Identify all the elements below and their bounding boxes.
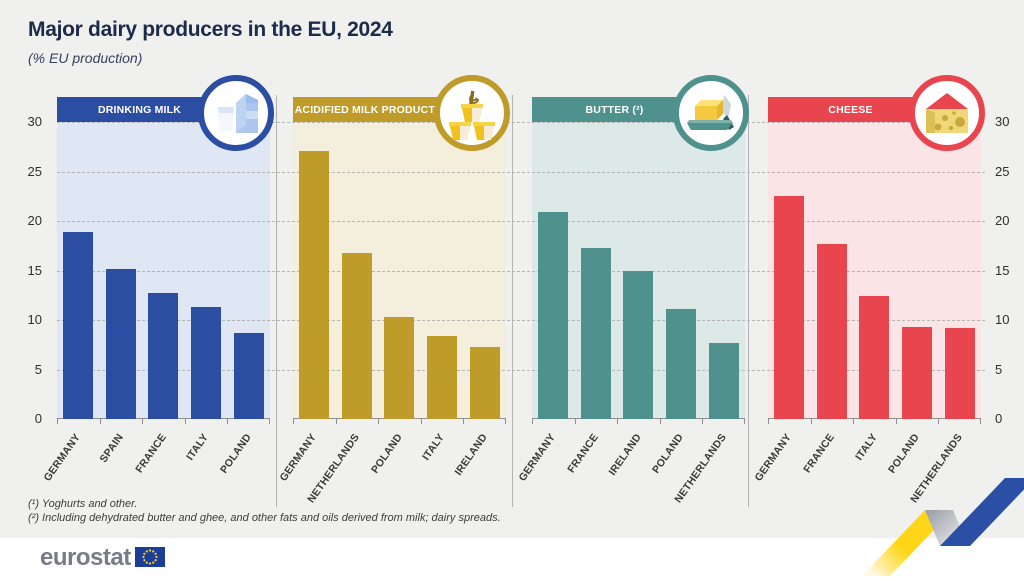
- axis-tick: [185, 419, 186, 424]
- y-axis-label: 25: [995, 163, 1010, 179]
- y-axis-label: 0: [34, 411, 42, 426]
- axis-tick: [896, 419, 897, 424]
- axis-tick: [811, 419, 812, 424]
- y-axis-label: 0: [995, 411, 1003, 426]
- x-axis-labels: GERMANY FRANCE ITALY POLAND NETHERLANDS: [753, 419, 981, 507]
- bar-ireland: [469, 347, 500, 419]
- axis-tick: [532, 419, 533, 424]
- y-axis-label: 20: [995, 213, 1010, 228]
- x-axis-labels: GERMANY FRANCE IRELAND POLAND NETHERLANDS: [517, 419, 745, 507]
- axis-tick: [980, 419, 981, 424]
- panel-separator: [512, 95, 513, 507]
- axis-tick: [702, 419, 703, 424]
- bar-italy: [859, 296, 890, 419]
- bar-poland: [384, 317, 415, 419]
- y-axis-label: 5: [995, 361, 1003, 377]
- footnote-1: (¹) Yoghurts and other.: [28, 498, 138, 510]
- bar-france: [148, 293, 179, 419]
- axis-tick: [421, 419, 422, 424]
- y-axis-label: 15: [995, 262, 1010, 278]
- page-subtitle: (% EU production): [28, 50, 143, 66]
- panel-title: ACIDIFIED MILK PRODUCTS (¹): [294, 103, 457, 116]
- x-axis-labels: GERMANY SPAIN FRANCE ITALY POLAND: [42, 419, 270, 507]
- axis-tick: [142, 419, 143, 424]
- bar-spain: [105, 269, 136, 419]
- bar-netherlands: [708, 343, 739, 419]
- gridline-25: [57, 171, 985, 173]
- butter-icon: [671, 73, 751, 153]
- y-axis-label: 15: [27, 262, 42, 278]
- axis-tick: [744, 419, 745, 424]
- page-title: Major dairy producers in the EU, 2024: [28, 18, 393, 41]
- bar-group: [293, 97, 506, 419]
- axis-tick: [938, 419, 939, 424]
- milk-icon: [196, 73, 276, 153]
- axis-tick: [227, 419, 228, 424]
- bar-ireland: [623, 271, 654, 419]
- panel-separator: [276, 95, 277, 507]
- axis-tick: [660, 419, 661, 424]
- bar-france: [816, 244, 847, 419]
- axis-tick: [336, 419, 337, 424]
- bar-germany: [538, 212, 569, 419]
- axis-tick: [269, 419, 270, 424]
- panel-cheese: GERMANY FRANCE ITALY POLAND NETHERLANDS CHEE…: [753, 75, 985, 507]
- eurostat-logo: eurostat: [40, 543, 165, 572]
- bar-germany: [299, 151, 330, 419]
- footer-strip: [0, 538, 1024, 576]
- axis-tick: [378, 419, 379, 424]
- axis-tick: [505, 419, 506, 424]
- panel-title: CHEESE: [828, 103, 873, 116]
- panel-title: BUTTER (²): [585, 103, 644, 116]
- bar-germany: [63, 232, 94, 419]
- y-axis-label: 30: [27, 114, 42, 129]
- y-axis-label: 5: [34, 361, 42, 377]
- y-axis-label: 30: [995, 114, 1010, 129]
- axis-tick: [575, 419, 576, 424]
- panel-acidified-milk: GERMANY NETHERLANDS POLAND ITALY IRELAND ACI…: [278, 75, 510, 507]
- yogurt-icon: [432, 73, 512, 153]
- y-axis-label: 20: [27, 213, 42, 228]
- bar-germany: [774, 196, 805, 419]
- gridline-5: [57, 369, 985, 371]
- axis-tick: [463, 419, 464, 424]
- bar-group: [57, 97, 270, 419]
- eu-flag-icon: [134, 547, 165, 572]
- axis-tick: [617, 419, 618, 424]
- axis-tick: [57, 419, 58, 424]
- y-axis-label: 25: [27, 163, 42, 179]
- bar-group: [532, 97, 745, 419]
- axis-tick: [293, 419, 294, 424]
- bar-netherlands: [944, 328, 975, 419]
- panel-title: DRINKING MILK: [97, 103, 182, 116]
- gridline-20: [57, 221, 985, 222]
- eurostat-wordmark: eurostat: [40, 543, 131, 571]
- panel-separator: [748, 95, 749, 507]
- bar-poland: [233, 333, 264, 419]
- bar-italy: [191, 307, 222, 419]
- bar-france: [580, 248, 611, 419]
- x-axis-labels: GERMANY NETHERLANDS POLAND ITALY IRELAND: [278, 419, 506, 507]
- bar-poland: [902, 327, 933, 419]
- gridline-30: [57, 122, 985, 123]
- y-axis-label: 10: [995, 312, 1010, 327]
- gridline-10: [57, 320, 985, 321]
- axis-tick: [768, 419, 769, 424]
- gridline-15: [57, 270, 985, 272]
- y-axis-label: 10: [27, 312, 42, 327]
- cheese-icon: [907, 73, 987, 153]
- panel-butter: GERMANY FRANCE IRELAND POLAND NETHERLANDS BU…: [517, 75, 749, 507]
- bar-netherlands: [341, 253, 372, 419]
- bar-group: [768, 97, 981, 419]
- bar-italy: [427, 336, 458, 419]
- footnote-2: (²) Including dehydrated butter and ghee…: [28, 512, 501, 524]
- axis-tick: [100, 419, 101, 424]
- bar-poland: [666, 309, 697, 419]
- axis-tick: [853, 419, 854, 424]
- panel-drinking-milk: GERMANY SPAIN FRANCE ITALY POLAND DRINKING M…: [42, 75, 274, 507]
